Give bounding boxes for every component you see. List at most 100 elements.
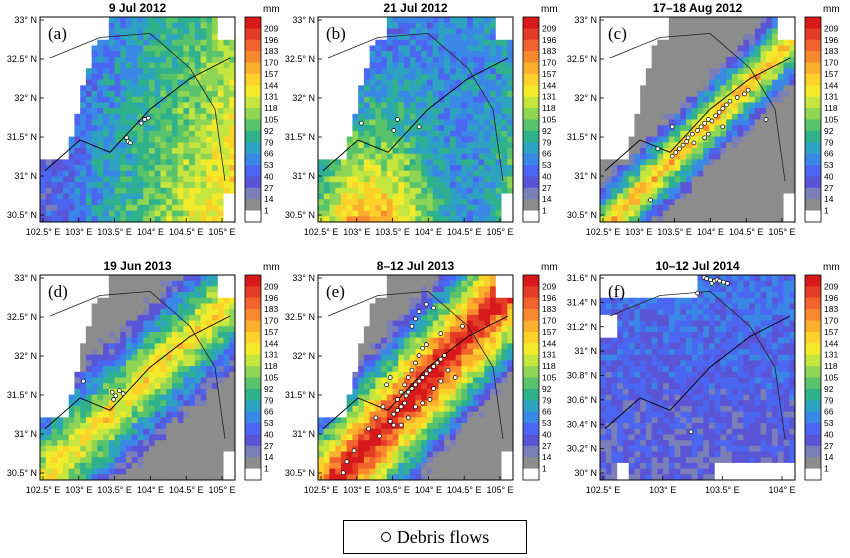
rainfall-cell: [421, 130, 428, 137]
rainfall-cell: [126, 28, 133, 35]
rainfall-cell: [148, 56, 156, 63]
rainfall-cell: [335, 147, 342, 155]
rainfall-cell: [148, 85, 156, 92]
rainfall-cell: [318, 108, 325, 115]
rainfall-cell: [645, 91, 653, 98]
rainfall-cell: [97, 119, 104, 126]
rainfall-cell: [171, 326, 179, 333]
rainfall-cell: [217, 354, 224, 361]
rainfall-cell: [62, 314, 70, 321]
rainfall-cell: [329, 125, 336, 132]
rainfall-cell: [114, 445, 121, 452]
rainfall-cell: [171, 142, 179, 149]
rainfall-cell: [731, 165, 739, 172]
rainfall-cell: [148, 199, 156, 206]
rainfall-cell: [449, 159, 457, 166]
rainfall-cell: [212, 96, 219, 103]
rainfall-cell: [472, 170, 479, 177]
rainfall-cell: [85, 337, 93, 344]
rainfall-cell: [323, 204, 330, 212]
rainfall-cell: [40, 309, 47, 316]
rainfall-cell: [352, 73, 359, 81]
rainfall-cell: [490, 39, 497, 46]
rainfall-cell: [358, 153, 365, 160]
rainfall-cell: [212, 136, 219, 143]
rainfall-cell: [346, 62, 353, 69]
rainfall-cell: [363, 125, 371, 132]
rainfall-cell: [80, 17, 87, 24]
debris-flow-point: [395, 117, 400, 122]
rainfall-cell: [611, 102, 618, 109]
debris-flow-point: [742, 91, 747, 97]
rainfall-cell: [789, 91, 796, 98]
rainfall-cell: [223, 331, 230, 339]
rainfall-cell: [114, 28, 121, 35]
rainfall-cell: [126, 79, 133, 86]
rainfall-cell: [200, 303, 207, 310]
colorbar-segment: [245, 39, 261, 52]
rainfall-cell: [131, 451, 138, 458]
rainfall-cell: [177, 434, 184, 441]
rainfall-cell: [212, 417, 219, 424]
colorbar-tick-label: 183: [824, 46, 838, 56]
rainfall-cell: [329, 28, 336, 35]
rainfall-cell: [472, 96, 479, 103]
rainfall-cell: [472, 187, 479, 194]
rainfall-cell: [62, 113, 70, 120]
rainfall-cell: [143, 187, 150, 194]
rainfall-cell: [160, 394, 167, 401]
rainfall-cell: [352, 199, 359, 206]
rainfall-cell: [85, 39, 93, 46]
rainfall-cell: [74, 354, 81, 361]
rainfall-cell: [600, 34, 607, 41]
rainfall-cell: [194, 51, 201, 58]
rainfall-cell: [74, 113, 81, 120]
x-tick-label: 103° E: [65, 227, 92, 237]
rainfall-cell: [663, 68, 670, 75]
rainfall-cell: [200, 405, 207, 413]
rainfall-cell: [57, 377, 64, 384]
rainfall-cell: [318, 193, 325, 200]
rainfall-cell: [137, 337, 144, 344]
rainfall-cell: [108, 17, 115, 24]
rainfall-cell: [329, 187, 336, 194]
rainfall-cell: [691, 79, 698, 86]
rainfall-cell: [91, 360, 98, 367]
rainfall-cell: [91, 165, 98, 172]
rainfall-cell: [490, 153, 497, 160]
colorbar-tick-label: 118: [824, 103, 838, 113]
rainfall-cell: [674, 34, 681, 41]
rainfall-cell: [194, 394, 201, 401]
rainfall-cell: [212, 383, 219, 390]
rainfall-cell: [51, 113, 58, 120]
rainfall-cell: [229, 383, 236, 390]
rainfall-cell: [651, 147, 658, 155]
rainfall-cell: [369, 102, 376, 109]
rainfall-cell: [160, 297, 167, 304]
rainfall-cell: [680, 79, 687, 86]
rainfall-cell: [668, 130, 675, 137]
colorbar-segment: [805, 142, 821, 154]
rainfall-cell: [703, 28, 710, 35]
x-tick-label: 105° E: [208, 227, 235, 237]
rainfall-cell: [714, 153, 721, 160]
rainfall-cell: [789, 102, 796, 109]
rainfall-cell: [421, 119, 428, 126]
rainfall-cell: [194, 405, 201, 413]
rainfall-cell: [686, 68, 693, 75]
rainfall-cell: [212, 34, 219, 41]
rainfall-cell: [392, 130, 399, 137]
rainfall-cell: [663, 136, 670, 143]
rainfall-cell: [68, 204, 75, 212]
debris-flow-point: [358, 120, 364, 126]
rainfall-cell: [160, 79, 167, 86]
rainfall-cell: [340, 125, 348, 132]
rainfall-cell: [640, 119, 647, 126]
rainfall-cell: [194, 182, 201, 189]
rainfall-cell: [85, 292, 93, 299]
rainfall-cell: [369, 125, 376, 132]
rainfall-cell: [80, 199, 87, 206]
rainfall-cell: [789, 79, 796, 86]
rainfall-cell: [617, 170, 624, 177]
rainfall-cell: [183, 428, 190, 435]
